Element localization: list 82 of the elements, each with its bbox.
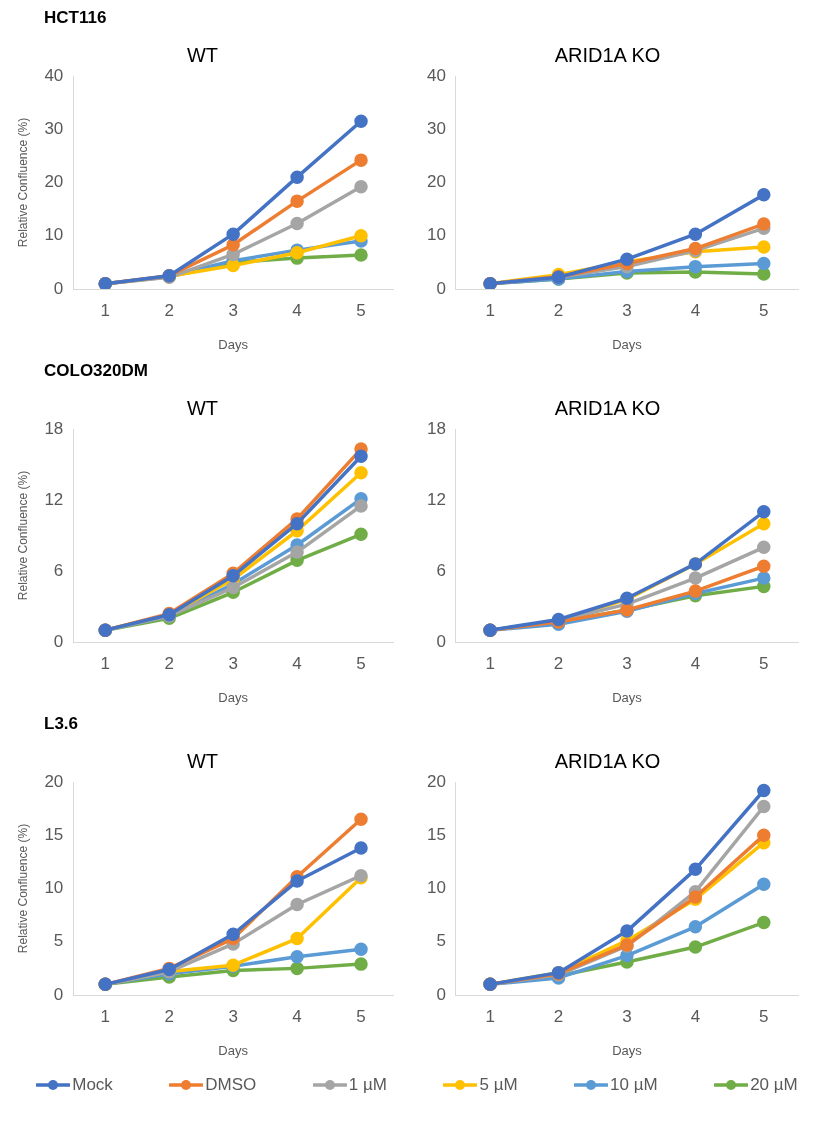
y-tick-label: 15 [426, 824, 446, 844]
text: L3.6 [44, 714, 79, 733]
y-tick-label: 10 [426, 878, 446, 898]
y-tick-label: 10 [44, 225, 64, 245]
legend-label: DMSO [205, 1075, 257, 1095]
x-tick-label: 4 [690, 653, 701, 673]
x-tick-label: 2 [164, 300, 174, 320]
text: HCT116 [44, 8, 107, 27]
x-tick-label: 1 [100, 653, 111, 673]
chart-title: ARID1A KO [554, 749, 661, 772]
chart-title: ARID1A KO [554, 43, 661, 66]
x-axis-title: Days [612, 689, 643, 705]
y-tick-label: 0 [436, 984, 446, 1004]
x-tick-label: 1 [485, 300, 495, 320]
chart-title: WT [186, 749, 219, 772]
y-tick-label: 0 [53, 278, 64, 298]
x-tick-label: 1 [485, 1006, 495, 1026]
x-tick-label: 3 [622, 1006, 632, 1026]
x-tick-label: 2 [164, 1006, 174, 1026]
x-tick-label: 3 [228, 1006, 238, 1026]
x-tick-label: 3 [228, 300, 238, 320]
y-tick-label: 40 [426, 65, 446, 85]
x-tick-label: 2 [553, 300, 564, 320]
x-axis-title: Days [612, 1042, 643, 1058]
y-tick-label: 18 [44, 418, 64, 438]
y-tick-label: 0 [436, 278, 446, 298]
x-axis-title: Days [612, 336, 643, 352]
y-tick-label: 30 [44, 118, 64, 138]
x-tick-label: 1 [100, 300, 111, 320]
legend-label: 1 µM [348, 1075, 387, 1095]
x-tick-label: 4 [292, 300, 302, 320]
legend-label: 5 µM [479, 1075, 518, 1095]
y-tick-label: 5 [53, 931, 64, 951]
x-tick-label: 4 [690, 300, 701, 320]
x-tick-label: 3 [622, 300, 632, 320]
x-tick-label: 4 [292, 653, 302, 673]
y-tick-label: 18 [426, 418, 446, 438]
x-tick-label: 5 [356, 653, 366, 673]
x-tick-label: 5 [356, 1006, 366, 1026]
legend-label: 10 µM [610, 1075, 658, 1095]
x-tick-label: 4 [292, 1006, 302, 1026]
chart-title: ARID1A KO [554, 396, 661, 419]
x-tick-label: 2 [553, 1006, 564, 1026]
y-tick-label: 20 [426, 172, 446, 192]
x-axis-title: Days [218, 1042, 249, 1058]
x-tick-label: 5 [356, 300, 366, 320]
y-axis-title: Relative Confluence (%) [15, 470, 30, 601]
x-axis-title: Days [218, 336, 249, 352]
y-tick-label: 20 [44, 771, 64, 791]
x-tick-label: 1 [100, 1006, 111, 1026]
y-tick-label: 10 [426, 225, 446, 245]
y-tick-label: 20 [44, 172, 64, 192]
chart-title: WT [186, 396, 219, 419]
legend-label: 20 µM [750, 1075, 798, 1095]
y-tick-label: 0 [436, 631, 446, 651]
y-tick-label: 6 [53, 560, 64, 580]
y-tick-label: 20 [426, 771, 446, 791]
x-tick-label: 5 [759, 653, 769, 673]
y-tick-label: 6 [436, 560, 446, 580]
y-tick-label: 40 [44, 65, 64, 85]
chart-title: WT [186, 43, 219, 66]
x-tick-label: 3 [622, 653, 632, 673]
y-axis-title: Relative Confluence (%) [15, 823, 30, 954]
y-tick-label: 0 [53, 984, 64, 1004]
x-tick-label: 3 [228, 653, 238, 673]
y-tick-label: 12 [44, 489, 64, 509]
text: COLO320DM [44, 361, 148, 380]
x-axis-title: Days [218, 689, 249, 705]
legend-label: Mock [72, 1075, 113, 1095]
x-tick-label: 2 [164, 653, 174, 673]
x-tick-label: 2 [553, 653, 564, 673]
y-tick-label: 10 [44, 878, 64, 898]
y-tick-label: 15 [44, 824, 64, 844]
x-tick-label: 4 [690, 1006, 701, 1026]
y-tick-label: 0 [53, 631, 64, 651]
y-tick-label: 12 [426, 489, 446, 509]
x-tick-label: 1 [485, 653, 495, 673]
y-tick-label: 5 [436, 931, 446, 951]
y-tick-label: 30 [426, 118, 446, 138]
x-tick-label: 5 [759, 300, 769, 320]
y-axis-title: Relative Confluence (%) [15, 117, 30, 248]
x-tick-label: 5 [759, 1006, 769, 1026]
